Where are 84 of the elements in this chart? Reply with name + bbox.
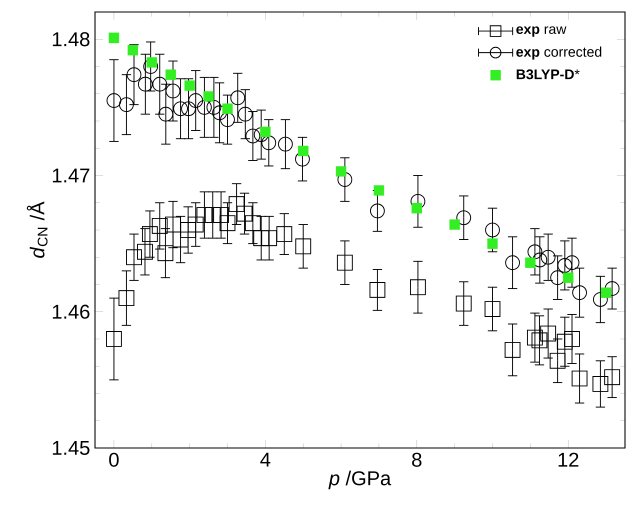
point [222, 104, 233, 114]
point [181, 101, 196, 116]
point [369, 282, 386, 298]
point [254, 127, 269, 142]
point [412, 202, 422, 214]
point [220, 215, 236, 232]
x-tick-label: 4 [260, 452, 270, 466]
point [336, 166, 346, 177]
x-axis-title: p /GPa [328, 470, 392, 490]
point [261, 230, 278, 246]
point [487, 238, 498, 249]
point [572, 370, 588, 386]
legend-label: exp raw [516, 26, 566, 37]
point [525, 257, 536, 268]
point [204, 207, 221, 223]
point [228, 196, 245, 212]
point [128, 44, 138, 56]
point [592, 292, 608, 307]
point [295, 238, 312, 254]
point [106, 93, 122, 108]
point [449, 219, 460, 230]
point [456, 296, 472, 312]
point [230, 90, 246, 106]
point [206, 100, 222, 115]
point [532, 332, 548, 348]
point [118, 290, 134, 306]
point [604, 369, 620, 386]
point [564, 331, 580, 347]
point [157, 245, 174, 262]
point [600, 287, 612, 298]
point [410, 194, 426, 209]
point [374, 185, 384, 196]
point [106, 331, 122, 347]
point [295, 152, 310, 167]
point [278, 136, 293, 152]
point [564, 255, 580, 270]
y-tick-label: 1.45 [52, 441, 90, 455]
point [212, 105, 227, 120]
point [550, 352, 566, 369]
point [203, 91, 214, 102]
point [592, 376, 608, 392]
point [158, 106, 174, 122]
point [276, 226, 292, 242]
x-tick-label: 12 [558, 452, 578, 467]
point [138, 76, 153, 92]
point [142, 226, 158, 242]
point [526, 330, 543, 346]
x-tick-label: 0 [109, 452, 119, 467]
point [137, 244, 153, 260]
y-tick-label: 1.46 [52, 304, 90, 319]
point [188, 93, 204, 108]
x-tick-label: 8 [412, 452, 422, 467]
point [126, 67, 142, 82]
y-tick-label: 1.47 [52, 168, 90, 182]
point [505, 255, 520, 270]
point [504, 342, 521, 358]
point [126, 249, 142, 266]
point [213, 207, 230, 223]
point [528, 244, 542, 260]
point [337, 172, 352, 187]
point [563, 272, 574, 283]
point [261, 135, 276, 150]
point [166, 84, 180, 98]
point [484, 301, 500, 317]
legend-label: exp corrected [516, 46, 602, 60]
y-axis-title: d$_{CN}$ /Å [26, 202, 48, 258]
y-tick-label: 1.48 [52, 32, 90, 46]
point [166, 69, 176, 80]
point [336, 254, 353, 271]
point [604, 281, 620, 296]
point [456, 210, 472, 226]
point [532, 252, 548, 268]
point [220, 112, 235, 128]
point [244, 215, 261, 232]
point [572, 285, 587, 300]
point [236, 206, 252, 222]
point [556, 334, 573, 350]
legend-label: B3LYP-D* [516, 69, 580, 80]
point [143, 59, 158, 74]
point [108, 32, 120, 44]
point [410, 279, 426, 296]
point [298, 146, 308, 156]
point [485, 222, 500, 238]
point [370, 204, 385, 218]
